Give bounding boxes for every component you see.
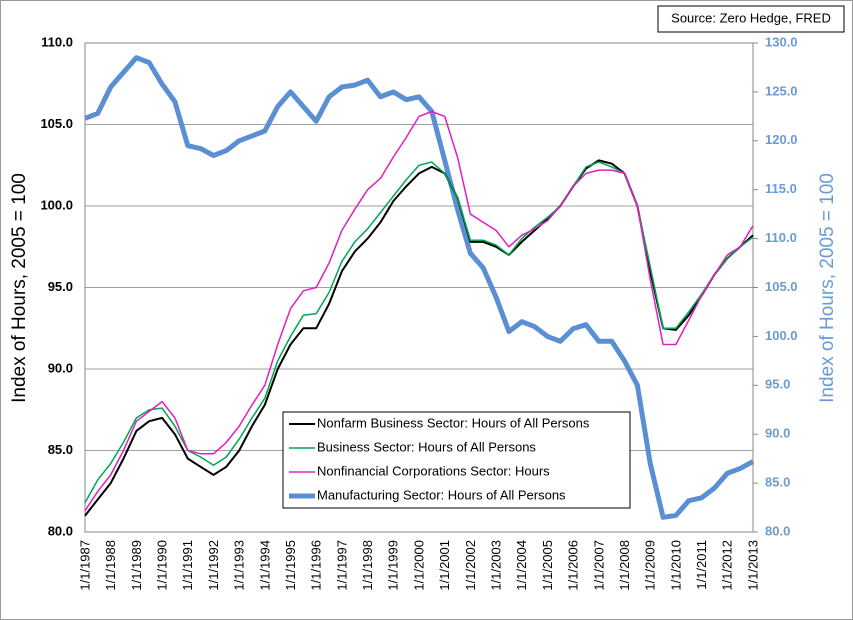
legend-box	[282, 411, 631, 509]
x-tick-label: 1/1/1990	[155, 540, 170, 591]
x-tick-label: 1/1/2002	[463, 540, 478, 591]
x-tick-label: 1/1/1991	[180, 540, 195, 591]
y-tick-label: 100.0	[40, 197, 73, 212]
x-tick-label: 1/1/2006	[566, 540, 581, 591]
x-tick-label: 1/1/2013	[745, 540, 760, 591]
x-tick-label: 1/1/1999	[386, 540, 401, 591]
source: Source: Zero Hedge, FRED	[671, 10, 831, 25]
x-tick-label: 1/1/1994	[257, 540, 272, 591]
x-tick-label: 1/1/2012	[720, 540, 735, 591]
y2-tick-label: 110.0	[765, 230, 797, 245]
source-box	[657, 5, 845, 33]
x-tick-label: 1/1/1989	[129, 540, 144, 591]
y2-tick-label: 125.0	[765, 83, 798, 98]
y2-tick-label: 100.0	[765, 328, 798, 343]
y2-tick-label: 130.0	[765, 34, 798, 49]
x-tick-label: 1/1/2005	[540, 540, 555, 591]
y2-tick-label: 120.0	[765, 132, 798, 147]
x-tick-label: 1/1/1987	[77, 540, 92, 591]
legend-label: Business Sector: Hours of All Persons	[317, 439, 536, 454]
y-tick-label: 95.0	[48, 279, 73, 294]
series-line	[84, 110, 754, 512]
x-tick-label: 1/1/2011	[694, 540, 709, 590]
y2-tick-label: 95.0	[765, 377, 790, 392]
x-tick-label: 1/1/1996	[309, 540, 324, 591]
y-tick-label: 90.0	[48, 360, 73, 375]
y2-tick-label: 115.0	[765, 181, 797, 196]
legend-label: Nonfarm Business Sector: Hours of All Pe…	[317, 415, 590, 430]
plot-frame	[84, 42, 754, 533]
y2-tick-label: 85.0	[765, 475, 790, 490]
y-axis-label: Index of Hours, 2005 = 100	[9, 173, 30, 403]
y-tick-label: 110.0	[41, 34, 73, 49]
x-tick-label: 1/1/1995	[283, 540, 298, 591]
x-tick-label: 1/1/2003	[489, 540, 504, 591]
y2-tick-label: 105.0	[765, 279, 798, 294]
y-tick-label: 80.0	[48, 523, 73, 538]
x-tick-label: 1/1/2004	[514, 540, 529, 591]
x-tick-label: 1/1/1988	[103, 540, 118, 591]
y2-tick-label: 90.0	[765, 426, 790, 441]
x-tick-label: 1/1/2008	[617, 540, 632, 591]
x-tick-label: 1/1/2007	[591, 540, 606, 591]
y2-tick-label: 80.0	[765, 523, 790, 538]
x-tick-label: 1/1/1993	[232, 540, 247, 591]
x-tick-label: 1/1/1992	[206, 540, 221, 591]
x-tick-label: 1/1/2000	[411, 540, 426, 591]
legend-label: Nonfinancial Corporations Sector: Hours	[317, 463, 550, 478]
x-tick-label: 1/1/2009	[643, 540, 658, 591]
y-tick-label: 105.0	[40, 116, 73, 131]
y2-axis-label: Index of Hours, 2005 = 100	[817, 173, 838, 403]
legend-label: Manufacturing Sector: Hours of All Perso…	[317, 487, 566, 502]
x-tick-label: 1/1/1998	[360, 540, 375, 591]
x-tick-label: 1/1/1997	[334, 540, 349, 591]
series-line	[84, 55, 755, 520]
y-tick-label: 85.0	[48, 442, 73, 457]
x-tick-label: 1/1/2010	[668, 540, 683, 591]
x-tick-label: 1/1/2001	[437, 540, 452, 591]
